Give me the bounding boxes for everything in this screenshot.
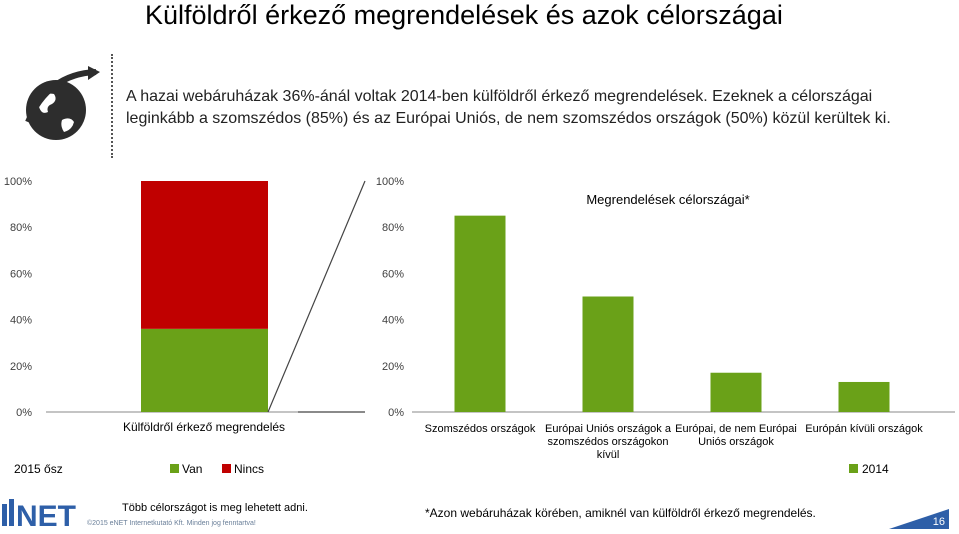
- right-chart-title: Megrendelések célországai*: [586, 192, 749, 207]
- right-y-tick-label: 0%: [388, 407, 404, 419]
- left-y-tick-label: 80%: [10, 222, 32, 234]
- legend-label-2014: 2014: [862, 462, 889, 476]
- decorative-dotted-divider: [111, 54, 113, 158]
- intro-line-1: A hazai webáruházak 36%-ánál voltak 2014…: [126, 88, 873, 105]
- legend-label-van: Van: [182, 462, 202, 476]
- footnote-multiple-answers: Több célországot is meg lehetett adni.: [122, 502, 308, 514]
- right-category-label: kívül: [597, 449, 620, 461]
- intro-text: A hazai webáruházak 36%-ánál voltak 2014…: [126, 86, 926, 130]
- right-y-tick-label: 80%: [382, 222, 404, 234]
- right-bar: [454, 215, 506, 412]
- left-y-tick-label: 0%: [16, 407, 32, 419]
- legend-swatch-nincs: [222, 464, 231, 473]
- legend-label-nincs: Nincs: [234, 462, 264, 476]
- right-category-label: Uniós országok: [698, 436, 774, 448]
- chart-area: 0% 20% 40% 60% 80% 100% Külföldről érkező megr…: [4, 176, 955, 476]
- right-y-tick-label: 20%: [382, 361, 404, 373]
- enet-logo-text: NET: [16, 500, 76, 530]
- right-category-label: Európai Uniós országok a: [545, 423, 672, 435]
- legend-swatch-van: [170, 464, 179, 473]
- intro-line-2: leginkább a szomszédos (85%) és az Európ…: [126, 110, 891, 127]
- right-bar: [838, 381, 890, 412]
- right-category-label: Európai, de nem Európai: [675, 423, 797, 435]
- left-bar-segment-nincs: [141, 181, 268, 329]
- footnote-base: *Azon webáruházak körében, amiknél van k…: [425, 506, 816, 520]
- globe-arrow-icon: [25, 66, 100, 140]
- right-bar: [710, 372, 762, 412]
- right-y-tick-label: 60%: [382, 268, 404, 280]
- copyright: ©2015 eNET Internetkutató Kft. Minden jo…: [87, 520, 256, 527]
- right-category-label: Európán kívüli országok: [805, 423, 923, 435]
- left-y-tick-label: 40%: [10, 315, 32, 327]
- enet-logo: NET: [2, 499, 76, 530]
- right-category-label: szomszédos országokon: [547, 436, 668, 448]
- left-y-tick-label: 100%: [4, 176, 32, 188]
- legend-swatch-2014: [849, 464, 858, 473]
- page-number-badge: 16: [889, 509, 949, 529]
- page-title: Külföldről érkező megrendelések és azok …: [145, 0, 783, 30]
- right-y-tick-label: 100%: [376, 176, 404, 188]
- left-y-tick-label: 20%: [10, 361, 32, 373]
- left-legend-title: 2015 ősz: [14, 462, 63, 476]
- right-bar: [582, 296, 634, 412]
- right-y-tick-label: 40%: [382, 315, 404, 327]
- left-bar-segment-van: [141, 328, 268, 412]
- left-category-label: Külföldről érkező megrendelés: [123, 420, 285, 434]
- connector-line: [267, 180, 366, 413]
- left-y-tick-label: 60%: [10, 268, 32, 280]
- right-category-label: Szomszédos országok: [425, 423, 536, 435]
- page-number: 16: [932, 516, 945, 528]
